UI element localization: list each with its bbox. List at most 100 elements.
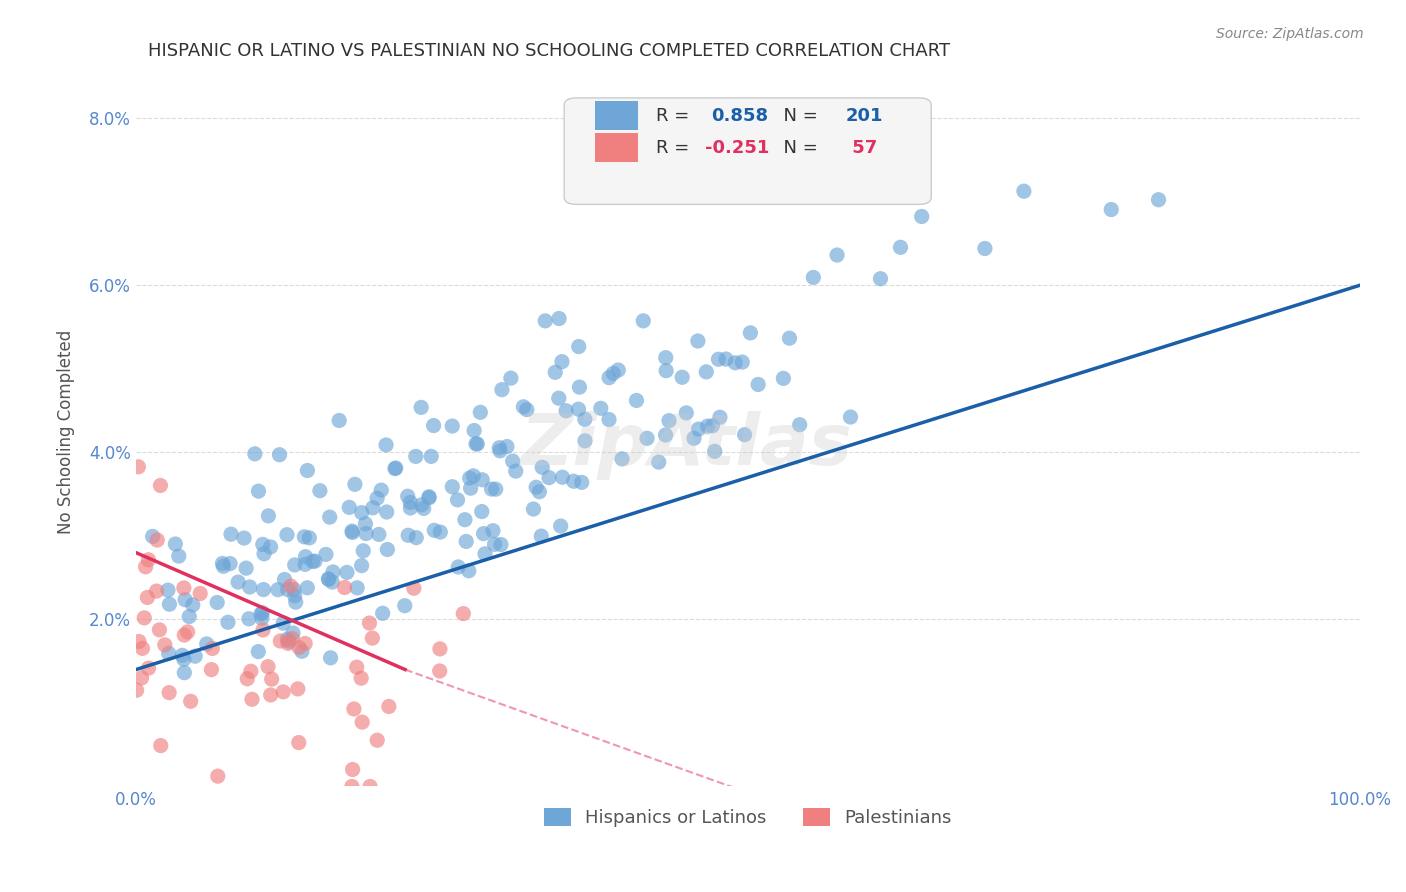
- Point: [529, 484, 551, 499]
- Point: [429, 664, 451, 678]
- Point: [291, 644, 314, 658]
- Point: [869, 271, 891, 285]
- Point: [1012, 184, 1035, 198]
- Point: [260, 688, 283, 702]
- Point: [551, 354, 574, 368]
- Point: [328, 413, 350, 427]
- Point: [136, 591, 159, 605]
- Point: [294, 636, 316, 650]
- Point: [683, 431, 706, 445]
- Point: [173, 628, 195, 642]
- Point: [188, 586, 211, 600]
- Point: [219, 557, 242, 571]
- Point: [367, 527, 389, 541]
- Point: [284, 589, 307, 603]
- Point: [343, 477, 366, 491]
- Text: R =: R =: [657, 107, 695, 125]
- Point: [157, 646, 180, 660]
- Point: [411, 401, 433, 415]
- Point: [602, 367, 624, 381]
- Point: [318, 510, 340, 524]
- Point: [456, 534, 478, 549]
- Point: [297, 581, 319, 595]
- Point: [276, 527, 298, 541]
- Point: [447, 560, 470, 574]
- Point: [654, 428, 676, 442]
- Point: [636, 431, 658, 445]
- Point: [131, 641, 153, 656]
- Point: [321, 575, 343, 590]
- Point: [405, 531, 427, 545]
- Point: [707, 352, 730, 367]
- Point: [589, 401, 612, 416]
- Point: [173, 652, 195, 666]
- Point: [429, 641, 451, 656]
- Point: [441, 419, 464, 434]
- Point: [134, 611, 156, 625]
- Point: [441, 480, 464, 494]
- Point: [544, 365, 567, 379]
- Point: [446, 492, 468, 507]
- Point: [173, 665, 195, 680]
- Point: [238, 612, 260, 626]
- Point: [149, 478, 172, 492]
- Point: [420, 450, 443, 464]
- Point: [384, 461, 406, 475]
- Point: [172, 648, 194, 663]
- Point: [396, 528, 419, 542]
- Point: [370, 483, 392, 497]
- Point: [626, 393, 648, 408]
- Point: [235, 561, 257, 575]
- Point: [568, 380, 591, 394]
- Point: [502, 454, 524, 468]
- Point: [422, 418, 444, 433]
- Point: [471, 473, 494, 487]
- Point: [233, 531, 256, 545]
- Point: [695, 365, 717, 379]
- Point: [342, 763, 364, 777]
- Point: [319, 650, 342, 665]
- Point: [350, 558, 373, 573]
- Point: [304, 554, 326, 568]
- Point: [568, 340, 591, 354]
- Point: [522, 502, 544, 516]
- Point: [277, 636, 299, 650]
- Point: [361, 631, 384, 645]
- Point: [128, 634, 150, 648]
- Point: [257, 659, 280, 673]
- Text: N =: N =: [772, 107, 824, 125]
- Point: [292, 530, 315, 544]
- Point: [217, 615, 239, 630]
- Point: [789, 417, 811, 432]
- Point: [465, 437, 488, 451]
- Point: [201, 641, 224, 656]
- Point: [145, 584, 167, 599]
- Point: [512, 400, 534, 414]
- Point: [336, 566, 359, 580]
- Text: -0.251: -0.251: [704, 138, 769, 157]
- Point: [485, 482, 508, 496]
- Point: [340, 524, 363, 538]
- Point: [280, 579, 302, 593]
- Point: [283, 582, 305, 597]
- Point: [470, 405, 492, 419]
- Text: HISPANIC OR LATINO VS PALESTINIAN NO SCHOOLING COMPLETED CORRELATION CHART: HISPANIC OR LATINO VS PALESTINIAN NO SCH…: [148, 42, 950, 60]
- Point: [481, 482, 503, 496]
- Point: [138, 553, 160, 567]
- Point: [491, 383, 513, 397]
- Point: [418, 490, 440, 504]
- Point: [135, 559, 157, 574]
- Point: [142, 529, 165, 543]
- Point: [294, 558, 316, 572]
- Point: [366, 491, 388, 506]
- Point: [207, 769, 229, 783]
- Point: [281, 632, 304, 646]
- Point: [1147, 193, 1170, 207]
- Point: [301, 554, 323, 568]
- Point: [200, 663, 222, 677]
- Point: [350, 671, 373, 685]
- Point: [318, 572, 340, 586]
- Point: [252, 537, 274, 551]
- Point: [671, 370, 693, 384]
- Point: [686, 334, 709, 348]
